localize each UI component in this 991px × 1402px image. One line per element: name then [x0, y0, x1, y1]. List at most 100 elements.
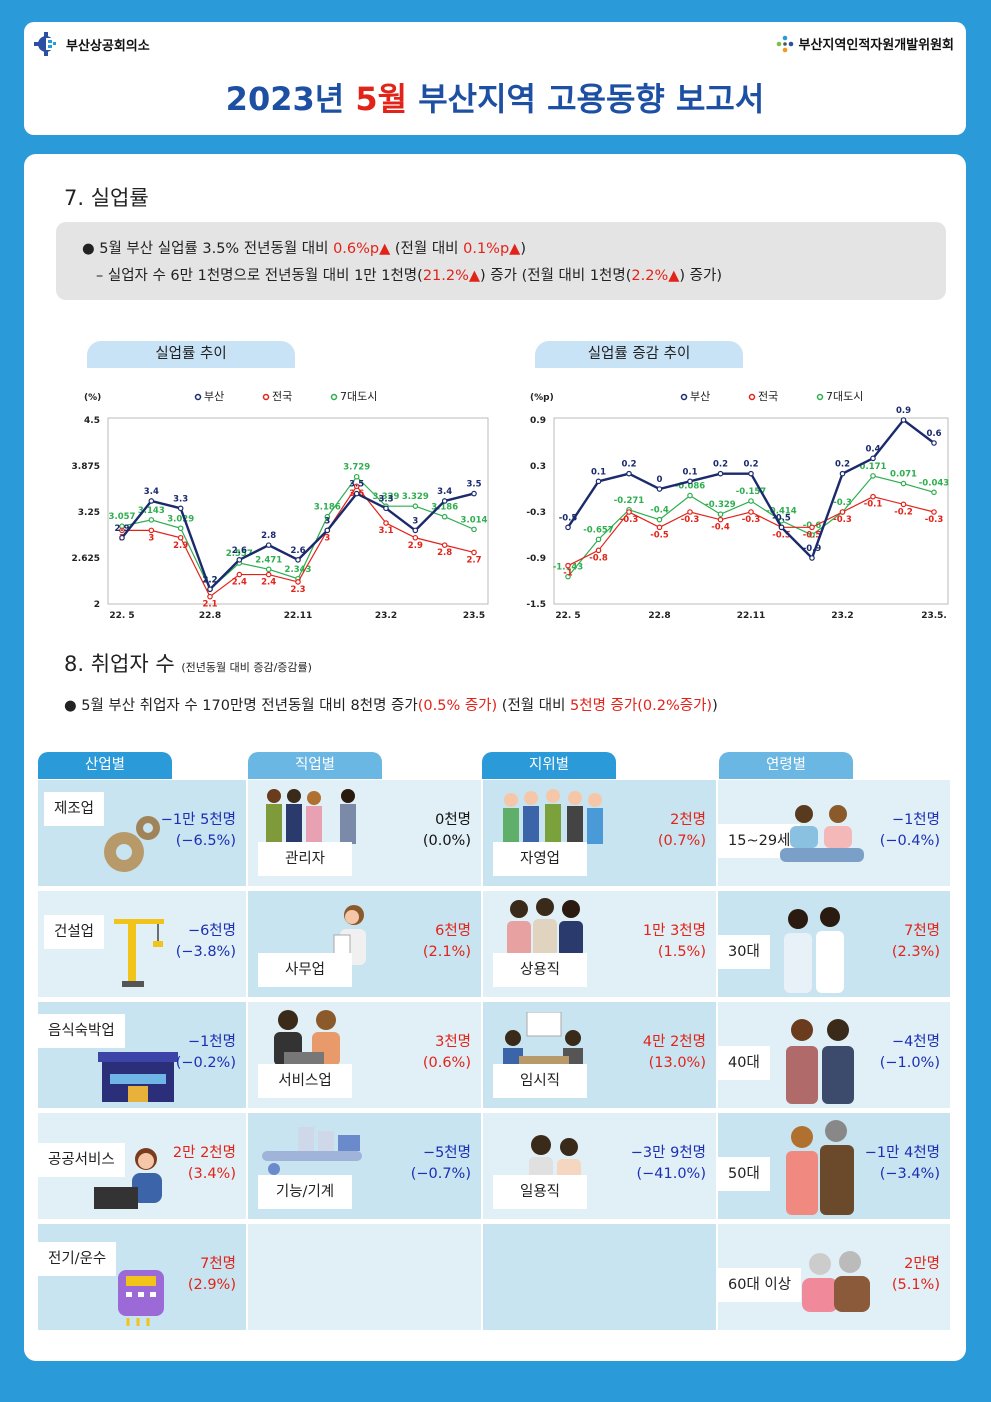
- data-point: [119, 527, 125, 534]
- tab-occupation[interactable]: 직업별: [248, 752, 382, 779]
- occupation-label: 관리자: [258, 842, 352, 876]
- crane-icon: [114, 919, 164, 987]
- unemployment-rate-chart: 4.5 3.875 3.25 2.625 2 (%) 22. 5 22.8 22.11 23.2 2…: [72, 390, 489, 621]
- data-label: -0.4: [650, 506, 669, 516]
- industry-column: 제조업 −1만 5천명 (−6.5%) 건설업 −6천명 (−3.8%) 음식숙박업: [38, 780, 246, 1330]
- data-label: 0.1: [682, 467, 697, 477]
- industry-label: 제조업: [44, 792, 105, 826]
- y-tick-label: -1.5: [526, 600, 546, 610]
- data-point: [626, 470, 632, 477]
- tab-industry[interactable]: 산업별: [38, 752, 172, 779]
- occupation-value: 3천명 (0.6%): [422, 1034, 471, 1071]
- unemployment-summary: ● 5월 부산 실업률 3.5% 전년동월 대비 0.6%p▲ (전월 대비 0…: [56, 222, 946, 300]
- data-point: [717, 516, 724, 523]
- data-label: 3.329: [402, 492, 429, 502]
- data-point: [839, 470, 846, 477]
- chart2-title: 실업률 증감 추이: [535, 341, 743, 368]
- data-label: -0.657: [583, 525, 613, 535]
- industry-label: 건설업: [44, 915, 105, 949]
- summary-line-2: – 실업자 수 6만 1천명으로 전년동월 대비 1만 1천명(21.2%▲) …: [96, 268, 722, 284]
- industry-value: 7천명 (2.9%): [187, 1256, 236, 1293]
- data-label: 3.4: [144, 487, 159, 497]
- occupation-cell: 사무업 6천명 (2.1%): [248, 891, 481, 997]
- data-point: [565, 562, 571, 569]
- data-point: [412, 527, 419, 534]
- legend-marker: [330, 393, 338, 401]
- industry-label: 공공서비스: [38, 1143, 125, 1177]
- y-tick-label: 2: [94, 600, 100, 610]
- occupation-cell: 기능/기계 −5천명 (−0.7%): [248, 1113, 481, 1219]
- section8-title: 8. 취업자 수 (전년동월 대비 증감/증감률): [64, 652, 312, 676]
- status-label: 자영업: [493, 842, 587, 876]
- status-label: 상용직: [493, 953, 587, 987]
- y-axis-label: (%): [84, 393, 101, 403]
- data-label: -0.5: [803, 530, 822, 540]
- age-cell: 30대 7천명 (2.3%): [718, 891, 950, 997]
- data-point: [839, 509, 846, 515]
- data-label: -0.086: [675, 482, 705, 492]
- industry-cell: 전기/운수 7천명 (2.9%): [38, 1224, 246, 1330]
- data-label: 3: [148, 533, 154, 543]
- status-value: 1만 3천명 (1.5%): [642, 923, 706, 960]
- data-point: [441, 542, 448, 548]
- employment-grid: 제조업 −1만 5천명 (−6.5%) 건설업 −6천명 (−3.8%) 음식숙박업: [38, 780, 950, 1330]
- data-label: -0.5: [559, 513, 578, 523]
- data-label: 3.186: [314, 503, 341, 513]
- industry-value: −1만 5천명 (−6.5%): [160, 812, 236, 849]
- legend-label: 전국: [272, 390, 292, 403]
- data-label: 3.1: [378, 526, 393, 536]
- data-point: [717, 511, 724, 518]
- data-point: [324, 513, 331, 520]
- data-point: [177, 525, 184, 532]
- tab-status[interactable]: 지위별: [482, 752, 616, 779]
- data-point: [119, 534, 125, 541]
- data-label: 0.2: [621, 460, 636, 470]
- y-tick-label: -0.3: [526, 508, 546, 518]
- data-label: 3: [324, 533, 330, 543]
- data-label: -0.8: [589, 553, 608, 563]
- data-label: 3.329: [373, 492, 400, 502]
- y-axis-label: (%p): [530, 393, 554, 403]
- y-tick-label: 3.875: [72, 462, 100, 472]
- section7-title: 7. 실업률: [64, 186, 149, 210]
- data-point: [687, 492, 693, 499]
- data-point: [595, 536, 602, 543]
- daily-workers-icon: [529, 1135, 581, 1179]
- status-cell: 자영업 2천명 (0.7%): [483, 780, 716, 886]
- data-point: [748, 498, 754, 504]
- industry-value: 2만 2천명 (3.4%): [172, 1145, 236, 1182]
- employment-summary: ● 5월 부산 취업자 수 170만명 전년동월 대비 8천명 증가(0.5% …: [64, 698, 718, 714]
- legend-marker: [816, 393, 824, 401]
- industry-label: 전기/운수: [38, 1242, 117, 1276]
- y-tick-label: -0.9: [526, 554, 546, 564]
- age-cell: 40대 −4천명 (−1.0%): [718, 1002, 950, 1108]
- data-label: -0.5: [650, 530, 669, 540]
- forties-couple-icon: [786, 1019, 854, 1104]
- occupation-value: −5천명 (−0.7%): [410, 1145, 471, 1182]
- data-point: [717, 470, 724, 477]
- data-point: [148, 527, 155, 534]
- data-label: 2.9: [173, 541, 188, 551]
- data-label: 3.5: [349, 480, 364, 490]
- data-label: 3.014: [461, 515, 488, 525]
- data-label: 3: [324, 516, 330, 526]
- unemployment-change-chart: 0.9 0.3 -0.3 -0.9 -1.5 (%p) 22. 5 22.8 22.11 23.2…: [526, 390, 949, 621]
- age-label: 40대: [718, 1046, 770, 1080]
- age-value: −1천명 (−0.4%): [879, 812, 940, 849]
- data-label: -0.4: [711, 523, 730, 533]
- age-value: −1만 4천명 (−3.4%): [864, 1145, 940, 1182]
- data-point: [748, 470, 754, 477]
- data-point: [687, 478, 693, 485]
- data-label: -0.3: [833, 498, 852, 508]
- data-label: 2.2: [202, 575, 217, 585]
- occupation-cell: 관리자 0천명 (0.0%): [248, 780, 481, 886]
- data-label: 0.1: [591, 467, 606, 477]
- data-label: -0.1: [864, 500, 883, 510]
- service-workers-icon: [274, 1010, 340, 1066]
- data-label: 0.4: [865, 444, 880, 454]
- tab-age[interactable]: 연령별: [719, 752, 853, 779]
- age-value: 7천명 (2.3%): [891, 923, 940, 960]
- data-label: -0.3: [681, 515, 700, 525]
- data-label: 2.4: [232, 578, 247, 588]
- data-label: 0.2: [743, 460, 758, 470]
